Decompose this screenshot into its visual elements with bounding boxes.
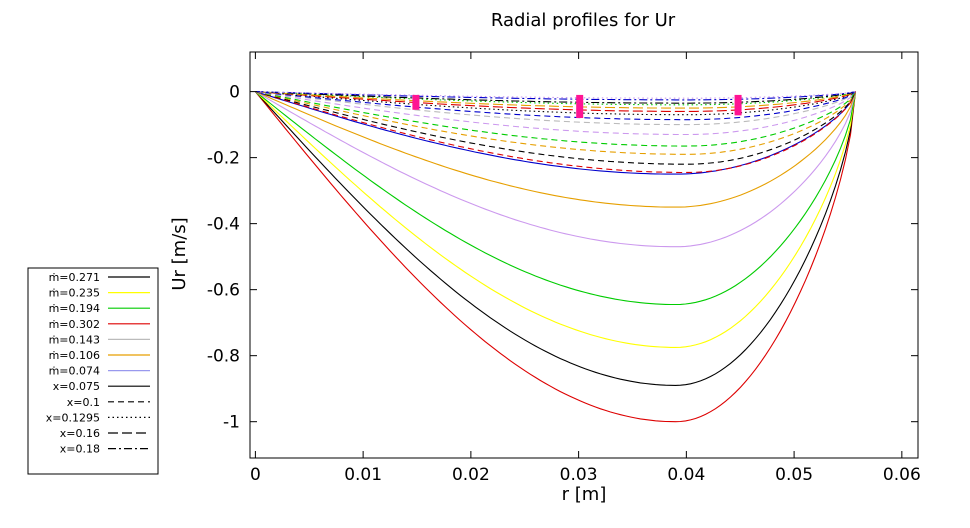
series-layer	[254, 91, 857, 423]
legend-label: x=0.18	[60, 443, 100, 456]
legend-label: ṁ=0.302	[49, 318, 100, 331]
series-line	[255, 91, 856, 109]
x-tick-label: 0.03	[560, 465, 598, 485]
tick-layer: 0 0.01 0.02 0.03 0.04 0.05 0.06 0 -0.2 -0.4 -0.6 -0…	[207, 52, 921, 485]
series-line	[255, 91, 857, 208]
series-line	[255, 91, 856, 147]
x-tick-label: 0.02	[452, 465, 490, 485]
measurement-marker	[412, 94, 420, 110]
series-line	[255, 91, 856, 165]
legend-label: x=0.1	[67, 396, 100, 409]
series-line	[255, 91, 856, 106]
legend-label: ṁ=0.194	[49, 302, 100, 315]
legend-label: ṁ=0.271	[49, 271, 100, 284]
x-tick-label: 0.01	[344, 465, 382, 485]
series-line	[255, 91, 857, 348]
series-line	[255, 91, 856, 104]
series-line	[255, 91, 856, 99]
legend-items: ṁ=0.271 ṁ=0.235 ṁ=0.194 ṁ=0.302 ṁ=0.143 ṁ=0.1…	[46, 271, 150, 456]
x-tick-label: 0.06	[883, 465, 921, 485]
series-line	[255, 91, 856, 121]
legend-label: x=0.16	[60, 427, 100, 440]
series-line	[255, 91, 856, 136]
series-line	[255, 91, 856, 155]
plot-frame	[249, 51, 919, 459]
series-line	[254, 91, 857, 386]
series-line	[255, 91, 856, 126]
chart-title: Radial profiles for Ur	[491, 10, 676, 31]
series-line	[255, 91, 857, 174]
legend-label: ṁ=0.074	[49, 365, 100, 378]
y-tick-label: -0.4	[207, 215, 240, 235]
x-tick-label: 0.05	[775, 465, 813, 485]
x-tick-label: 0	[250, 465, 261, 485]
series-line	[255, 91, 856, 175]
series-line	[255, 91, 857, 306]
y-tick-label: -0.8	[207, 347, 240, 367]
series-line	[255, 91, 857, 248]
y-tick-label: -1	[223, 413, 240, 433]
x-axis-label: r [m]	[562, 484, 607, 505]
y-axis-label: Ur [m/s]	[169, 217, 190, 290]
legend-label: x=0.075	[53, 380, 100, 393]
series-line	[255, 91, 856, 101]
legend-label: x=0.1295	[46, 411, 100, 424]
series-line	[255, 91, 856, 116]
y-tick-label: -0.2	[207, 149, 240, 169]
y-tick-label: 0	[229, 83, 240, 103]
series-line	[254, 91, 857, 423]
x-tick-label: 0.04	[667, 465, 705, 485]
legend-label: ṁ=0.143	[49, 333, 100, 346]
legend-label: ṁ=0.106	[49, 349, 100, 362]
legend-label: ṁ=0.235	[49, 287, 100, 300]
series-line	[255, 91, 856, 112]
measurement-marker	[576, 94, 584, 119]
legend: ṁ=0.271 ṁ=0.235 ṁ=0.194 ṁ=0.302 ṁ=0.143 ṁ=0.1…	[27, 267, 159, 475]
marker-layer	[412, 94, 742, 119]
y-tick-label: -0.6	[207, 281, 240, 301]
measurement-marker	[734, 94, 742, 116]
